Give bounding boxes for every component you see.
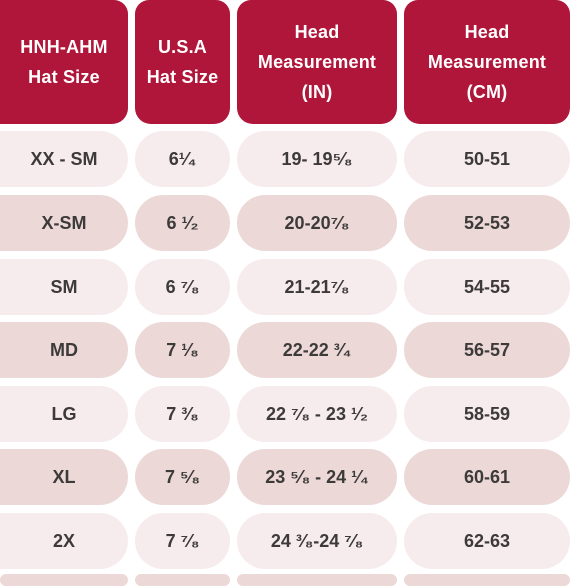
cell-head-cm: 50-51 [404, 131, 570, 187]
cell-head-in: 24 ³⁄₈-24 ⁷⁄₈ [237, 513, 397, 569]
cell-head-in: 23 ⁵⁄₈ - 24 ¹⁄₄ [237, 449, 397, 505]
cell-hnh-size: 2X [0, 513, 128, 569]
cell-usa-size: 7 ⁵⁄₈ [135, 449, 230, 505]
cell-head-cm: 52-53 [404, 195, 570, 251]
header-hnh-ahm-hat-size: HNH-AHM Hat Size [0, 0, 128, 124]
cell-head-in: 21-21⁷⁄₈ [237, 259, 397, 315]
cell-hnh-size: SM [0, 259, 128, 315]
cell-usa-size: 7 ¹⁄₈ [135, 322, 230, 378]
header-label: Head Measurement (IN) [257, 22, 377, 102]
cell-head-in: 22 ⁷⁄₈ - 23 ¹⁄₂ [237, 386, 397, 442]
cell-head-cm: 54-55 [404, 259, 570, 315]
cell-head-cm: 62-63 [404, 513, 570, 569]
cell-hnh-size: XL [0, 449, 128, 505]
cell-usa-size: 7 ³⁄₈ [135, 386, 230, 442]
cell-usa-size: 6 ¹⁄₂ [135, 195, 230, 251]
cell-hnh-size: LG [0, 386, 128, 442]
cell-usa-size: 7 ⁷⁄₈ [135, 513, 230, 569]
cell-hnh-size: XX - SM [0, 131, 128, 187]
next-row-edge [237, 574, 397, 586]
cell-head-cm: 60-61 [404, 449, 570, 505]
header-label: HNH-AHM Hat Size [20, 37, 108, 87]
header-head-measurement-in: Head Measurement (IN) [237, 0, 397, 124]
next-row-edge [135, 574, 230, 586]
cell-usa-size: 6¹⁄₄ [135, 131, 230, 187]
header-label: U.S.A Hat Size [146, 37, 219, 87]
header-head-measurement-cm: Head Measurement (CM) [404, 0, 570, 124]
cell-usa-size: 6 ⁷⁄₈ [135, 259, 230, 315]
cell-hnh-size: X-SM [0, 195, 128, 251]
header-usa-hat-size: U.S.A Hat Size [135, 0, 230, 124]
next-row-edge [404, 574, 570, 586]
cell-head-in: 19- 19⁵⁄₈ [237, 131, 397, 187]
cell-head-cm: 58-59 [404, 386, 570, 442]
cell-head-in: 20-20⁷⁄₈ [237, 195, 397, 251]
header-label: Head Measurement (CM) [427, 22, 547, 102]
cell-hnh-size: MD [0, 322, 128, 378]
cell-head-in: 22-22 ³⁄₄ [237, 322, 397, 378]
next-row-edge [0, 574, 128, 586]
cell-head-cm: 56-57 [404, 322, 570, 378]
